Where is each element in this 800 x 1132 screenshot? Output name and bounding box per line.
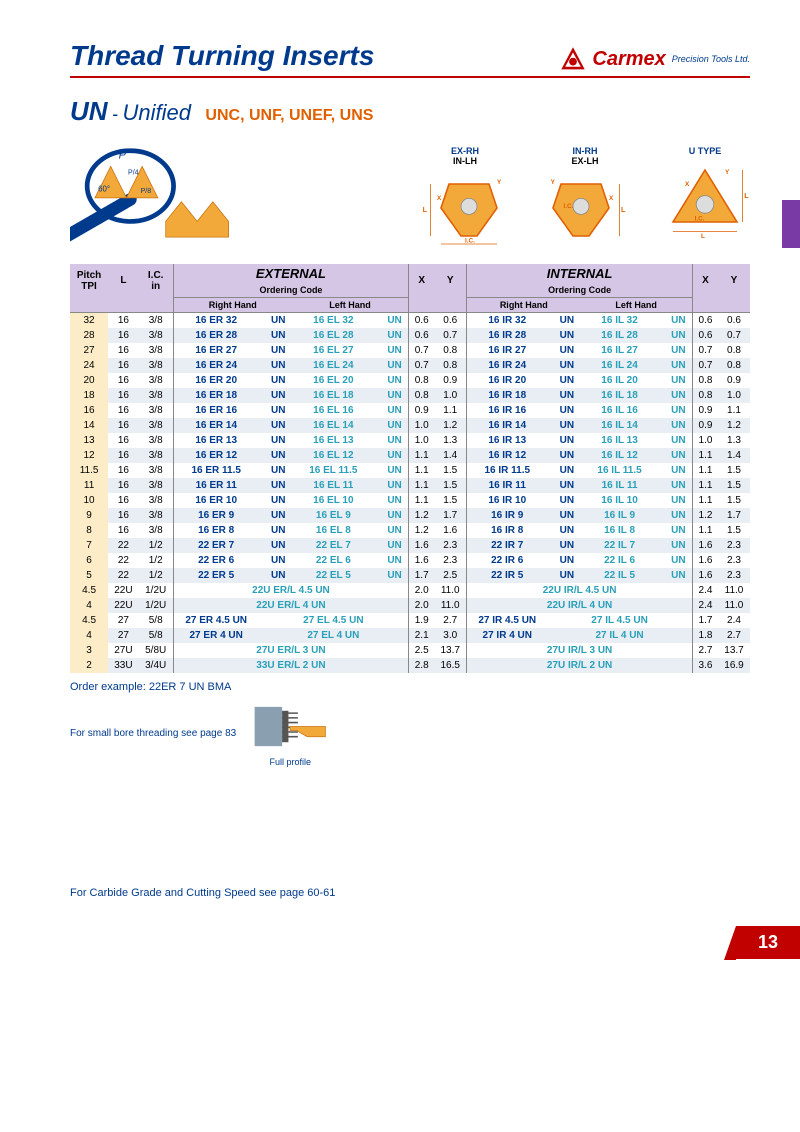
sub-main: UN bbox=[70, 96, 108, 126]
brand-name: Carmex bbox=[592, 48, 665, 71]
table-row: 24163/8 16 ER 24UN 16 EL 24UN 0.70.8 16 … bbox=[70, 358, 750, 373]
footer-note: For Carbide Grade and Cutting Speed see … bbox=[70, 887, 750, 899]
table-row: 18163/8 16 ER 18UN 16 EL 18UN 0.81.0 16 … bbox=[70, 388, 750, 403]
table-row: 12163/8 16 ER 12UN 16 EL 12UN 1.11.4 16 … bbox=[70, 448, 750, 463]
svg-text:60°: 60° bbox=[98, 185, 110, 194]
table-row: 32163/8 16 ER 32UN 16 EL 32UN 0.60.6 16 … bbox=[70, 313, 750, 329]
svg-text:I.C.: I.C. bbox=[563, 203, 573, 210]
table-row: 11163/8 16 ER 11UN 16 EL 11UN 1.11.5 16 … bbox=[70, 478, 750, 493]
section-tab bbox=[782, 200, 800, 248]
table-row: 14163/8 16 ER 14UN 16 EL 14UN 1.01.2 16 … bbox=[70, 418, 750, 433]
svg-text:I.C.: I.C. bbox=[695, 215, 705, 222]
svg-text:Y: Y bbox=[725, 169, 730, 176]
table-row: 20163/8 16 ER 20UN 16 EL 20UN 0.80.9 16 … bbox=[70, 373, 750, 388]
svg-text:X: X bbox=[437, 195, 442, 202]
svg-text:P/4: P/4 bbox=[128, 169, 139, 176]
small-bore-note: For small bore threading see page 83 Ful… bbox=[70, 699, 750, 767]
table-row: 327U5/8U 27U ER/L 3 UN 2.513.7 27U IR/L … bbox=[70, 643, 750, 658]
sub-codes: UNC, UNF, UNEF, UNS bbox=[205, 107, 373, 124]
svg-text:I.C.: I.C. bbox=[465, 237, 475, 244]
svg-text:L: L bbox=[744, 191, 749, 200]
svg-text:Y: Y bbox=[497, 179, 502, 186]
table-row: 5221/2 22 ER 5UN 22 EL 5UN 1.72.5 22 IR … bbox=[70, 568, 750, 583]
sub-secondary: Unified bbox=[122, 100, 190, 125]
page-header: Thread Turning Inserts Carmex Precision … bbox=[70, 40, 750, 78]
subheader: UN - Unified UNC, UNF, UNEF, UNS bbox=[70, 96, 750, 127]
svg-text:L: L bbox=[423, 205, 428, 214]
svg-text:P/8: P/8 bbox=[141, 188, 152, 195]
table-row: 8163/8 16 ER 8UN 16 EL 8UN 1.21.6 16 IR … bbox=[70, 523, 750, 538]
table-row: 10163/8 16 ER 10UN 16 EL 10UN 1.11.5 16 … bbox=[70, 493, 750, 508]
svg-text:X: X bbox=[685, 181, 690, 188]
diagram-ex-rh: EX-RHIN-LH L I.C. X Y bbox=[420, 146, 510, 250]
table-row: 13163/8 16 ER 13UN 16 EL 13UN 1.01.3 16 … bbox=[70, 433, 750, 448]
svg-text:Y: Y bbox=[551, 179, 556, 186]
table-row: 11.5163/8 16 ER 11.5UN 16 EL 11.5UN 1.11… bbox=[70, 463, 750, 478]
brand: Carmex Precision Tools Ltd. bbox=[560, 46, 750, 72]
table-row: 16163/8 16 ER 16UN 16 EL 16UN 0.91.1 16 … bbox=[70, 403, 750, 418]
brand-sub: Precision Tools Ltd. bbox=[672, 54, 750, 64]
table-row: 4275/8 27 ER 4 UN 27 EL 4 UN 2.13.0 27 I… bbox=[70, 628, 750, 643]
order-example: Order example: 22ER 7 UN BMA bbox=[70, 681, 750, 693]
svg-text:L: L bbox=[701, 233, 705, 238]
full-profile-icon bbox=[250, 699, 330, 754]
page-title: Thread Turning Inserts bbox=[70, 40, 374, 72]
table-row: 27163/8 16 ER 27UN 16 EL 27UN 0.70.8 16 … bbox=[70, 343, 750, 358]
brand-logo-icon bbox=[560, 46, 586, 72]
thread-profile-diagram: P P/4 P/8 60° bbox=[70, 135, 230, 250]
spec-table: PitchTPI L I.C.in EXTERNAL X Y INTERNAL … bbox=[70, 264, 750, 673]
table-row: 9163/8 16 ER 9UN 16 EL 9UN 1.21.7 16 IR … bbox=[70, 508, 750, 523]
diagrams: P P/4 P/8 60° EX-RHIN-LH L I.C. X Y IN-R… bbox=[70, 135, 750, 250]
table-row: 7221/2 22 ER 7UN 22 EL 7UN 1.62.3 22 IR … bbox=[70, 538, 750, 553]
table-row: 28163/8 16 ER 28UN 16 EL 28UN 0.60.7 16 … bbox=[70, 328, 750, 343]
table-row: 233U3/4U 33U ER/L 2 UN 2.816.5 27U IR/L … bbox=[70, 658, 750, 673]
table-row: 4.5275/8 27 ER 4.5 UN 27 EL 4.5 UN 1.92.… bbox=[70, 613, 750, 628]
diagram-u-type: U TYPE L L I.C. X Y bbox=[660, 146, 750, 250]
svg-text:L: L bbox=[621, 205, 626, 214]
diagram-in-rh: IN-RHEX-LH L I.C. X Y bbox=[540, 146, 630, 250]
table-row: 422U1/2U 22U ER/L 4 UN 2.011.0 22U IR/L … bbox=[70, 598, 750, 613]
page-number: 13 bbox=[736, 926, 800, 959]
svg-text:X: X bbox=[609, 195, 614, 202]
table-row: 6221/2 22 ER 6UN 22 EL 6UN 1.62.3 22 IR … bbox=[70, 553, 750, 568]
svg-text:P: P bbox=[119, 150, 127, 162]
table-row: 4.522U1/2U 22U ER/L 4.5 UN 2.011.0 22U I… bbox=[70, 583, 750, 598]
